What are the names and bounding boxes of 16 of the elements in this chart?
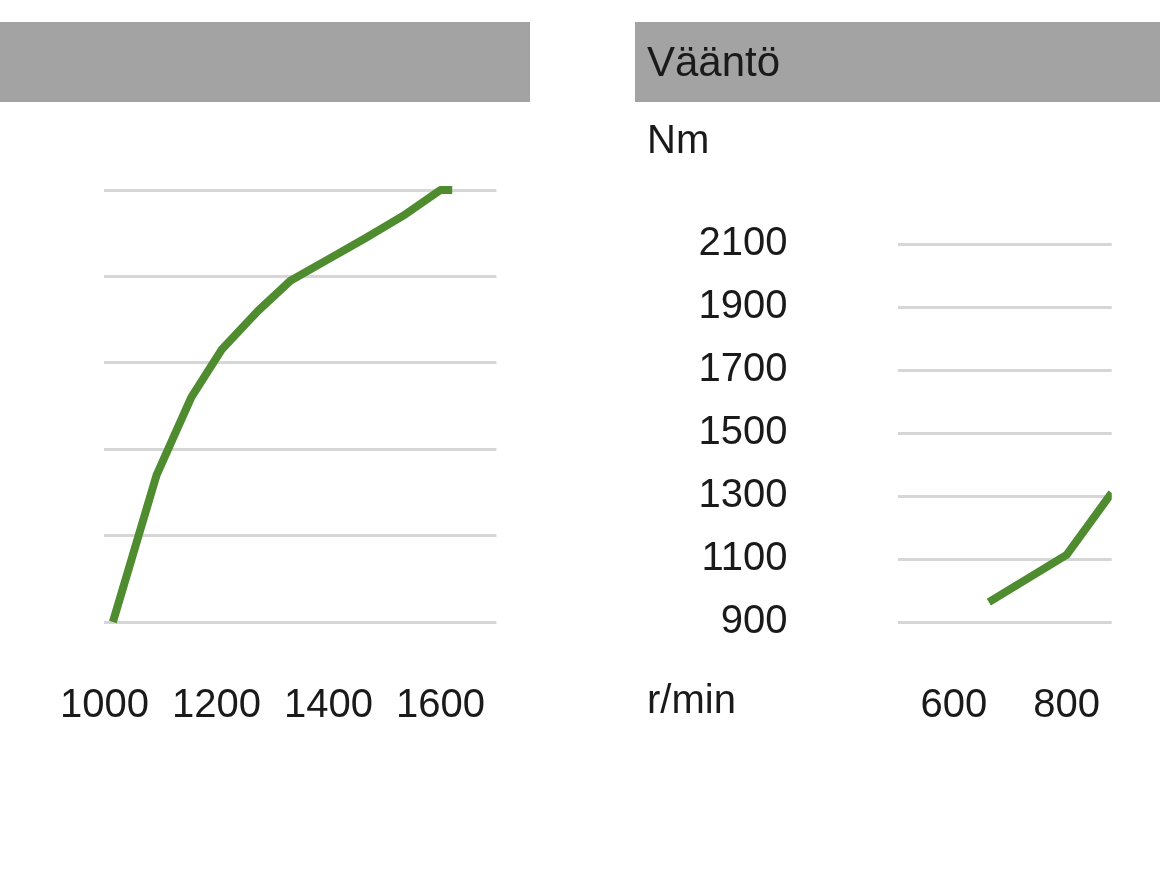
x-axis-title: r/min bbox=[647, 677, 736, 722]
x-tick-label: 800 bbox=[1033, 681, 1101, 726]
x-tick-label: 1000 bbox=[60, 681, 149, 726]
y-tick-label: 1700 bbox=[698, 345, 788, 390]
x-tick-label: 1600 bbox=[395, 681, 485, 726]
y-axis-title: Nm bbox=[647, 117, 710, 162]
y-tick-label: 1900 bbox=[698, 282, 788, 327]
chart-title: Vääntö bbox=[647, 38, 781, 86]
y-tick-label: 1100 bbox=[701, 534, 788, 579]
x-tick-label: 1400 bbox=[283, 681, 373, 726]
y-tick-label: 900 bbox=[720, 597, 788, 642]
x-tick-label: 600 bbox=[920, 681, 988, 726]
y-tick-label: 1300 bbox=[698, 471, 788, 516]
y-tick-label: 2100 bbox=[698, 219, 788, 264]
y-tick-label: 1500 bbox=[698, 408, 788, 453]
x-tick-label: 1200 bbox=[171, 681, 261, 726]
